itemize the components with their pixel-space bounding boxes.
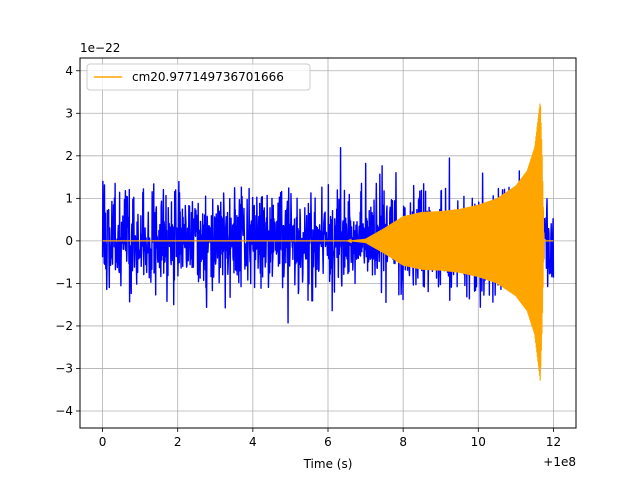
x-tick-label: 0 xyxy=(99,435,107,449)
chirp-series-line xyxy=(102,103,554,381)
x-tick-label: 6 xyxy=(324,435,332,449)
y-tick-label: 4 xyxy=(65,64,73,78)
x-tick-label: 10 xyxy=(471,435,486,449)
y-tick-label: −2 xyxy=(55,319,73,333)
y-scale-label: 1e−22 xyxy=(80,41,120,55)
x-tick-label: 2 xyxy=(174,435,182,449)
x-tick-label: 8 xyxy=(399,435,407,449)
legend-box xyxy=(86,63,311,91)
x-tick-label: 12 xyxy=(546,435,561,449)
y-tick-label: 0 xyxy=(65,234,73,248)
legend: cm20.977149736701666 xyxy=(86,63,311,91)
x-offset-label: +1e8 xyxy=(543,455,576,469)
legend-entry-label: cm20.977149736701666 xyxy=(132,70,284,84)
y-tick-label: −4 xyxy=(55,404,73,418)
plot-area xyxy=(101,103,555,381)
y-tick-label: 3 xyxy=(65,106,73,120)
y-tick-label: 2 xyxy=(65,149,73,163)
x-tick-label: 4 xyxy=(249,435,257,449)
x-axis-label: Time (s) xyxy=(303,457,353,471)
y-tick-label: −1 xyxy=(55,276,73,290)
y-tick-label: −3 xyxy=(55,361,73,375)
y-tick-label: 1 xyxy=(65,191,73,205)
